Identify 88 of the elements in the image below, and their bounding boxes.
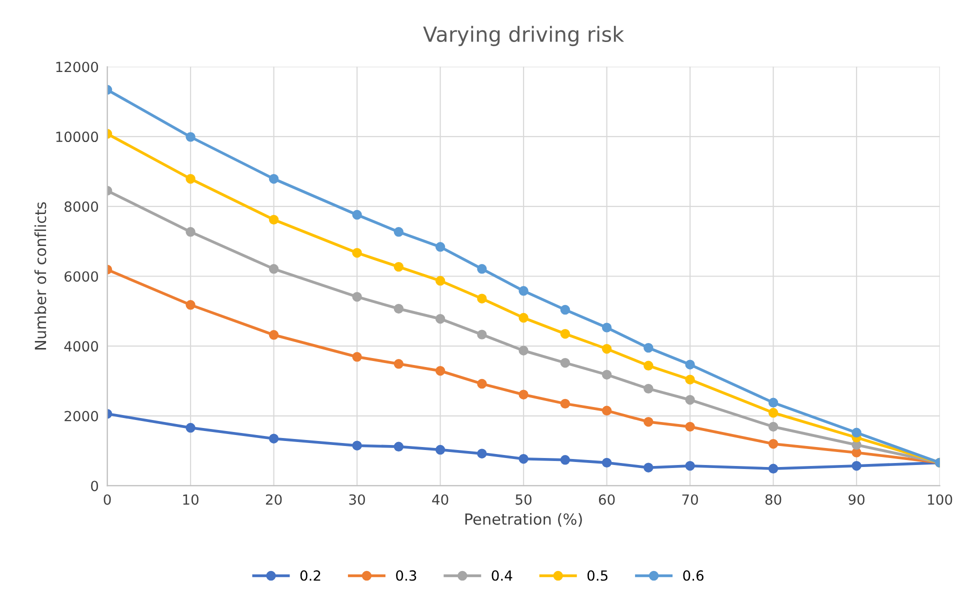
point — [186, 300, 196, 310]
point — [768, 422, 778, 432]
point — [644, 462, 654, 472]
point — [186, 132, 196, 142]
point — [352, 210, 362, 220]
point — [602, 406, 612, 416]
point — [685, 394, 695, 405]
point — [768, 398, 778, 408]
point — [268, 330, 279, 340]
y-tick-label: 8000 — [64, 201, 98, 212]
point — [477, 448, 487, 458]
y-tick-label: 4000 — [64, 341, 98, 352]
point — [518, 346, 528, 356]
point — [394, 442, 404, 452]
chart-title: Varying driving risk — [423, 26, 624, 46]
y-tick-label: 10000 — [56, 132, 98, 142]
point — [852, 428, 862, 438]
point — [186, 174, 196, 184]
point — [685, 422, 695, 432]
point — [186, 227, 196, 237]
point — [268, 174, 279, 184]
x-tick-label: 80 — [765, 494, 782, 505]
point — [602, 458, 612, 468]
point — [518, 390, 528, 400]
point — [560, 398, 570, 409]
point — [560, 328, 570, 339]
legend-label: 0.2 — [300, 570, 320, 581]
point — [268, 434, 279, 444]
x-tick-label: 60 — [598, 494, 615, 505]
point — [644, 384, 654, 394]
point — [352, 292, 362, 302]
point — [268, 264, 279, 274]
legend-label: 0.3 — [396, 570, 416, 581]
legend-label: 0.6 — [683, 570, 704, 581]
point — [768, 464, 778, 474]
x-tick-label: 50 — [516, 494, 532, 505]
point — [435, 242, 446, 252]
point — [352, 352, 362, 362]
point — [602, 344, 612, 354]
x-tick-label: 0 — [104, 494, 111, 505]
point — [602, 322, 612, 332]
point — [477, 378, 487, 389]
point — [352, 248, 362, 258]
x-tick-label: 70 — [682, 494, 698, 505]
y-axis-title: Number of conflicts — [34, 202, 46, 350]
point — [852, 460, 862, 471]
y-tick-label: 12000 — [56, 62, 98, 72]
y-tick-label: 2000 — [64, 410, 98, 422]
x-tick-label: 10 — [183, 494, 198, 505]
point — [685, 374, 695, 384]
point — [644, 416, 654, 427]
x-tick-label: 30 — [349, 494, 365, 505]
point — [685, 460, 695, 471]
x-tick-label: 40 — [432, 494, 448, 505]
point — [518, 286, 528, 296]
x-tick-label: 90 — [848, 494, 864, 505]
point — [435, 444, 446, 455]
point — [768, 408, 778, 418]
legend-label: 0.4 — [492, 570, 512, 581]
point — [352, 440, 362, 450]
point — [644, 360, 654, 370]
point — [644, 342, 654, 353]
point — [560, 304, 570, 315]
point — [477, 294, 487, 304]
point — [394, 227, 404, 237]
point — [186, 422, 196, 433]
point — [477, 264, 487, 274]
point — [685, 360, 695, 370]
legend-label: 0.5 — [587, 570, 608, 581]
point — [560, 455, 570, 465]
point — [435, 314, 446, 324]
point — [560, 358, 570, 368]
point — [435, 366, 446, 376]
x-axis-title: Penetration (%) — [465, 513, 582, 527]
point — [394, 304, 404, 314]
x-tick-label: 100 — [928, 494, 952, 505]
y-tick-label: 6000 — [64, 271, 98, 282]
point — [768, 438, 778, 449]
point — [394, 359, 404, 369]
point — [518, 454, 528, 464]
point — [394, 262, 404, 272]
point — [602, 370, 612, 380]
y-tick-label: 0 — [91, 480, 98, 492]
point — [477, 330, 487, 340]
point — [268, 214, 279, 225]
x-tick-label: 20 — [266, 494, 282, 505]
point — [518, 312, 528, 323]
point — [435, 276, 446, 286]
